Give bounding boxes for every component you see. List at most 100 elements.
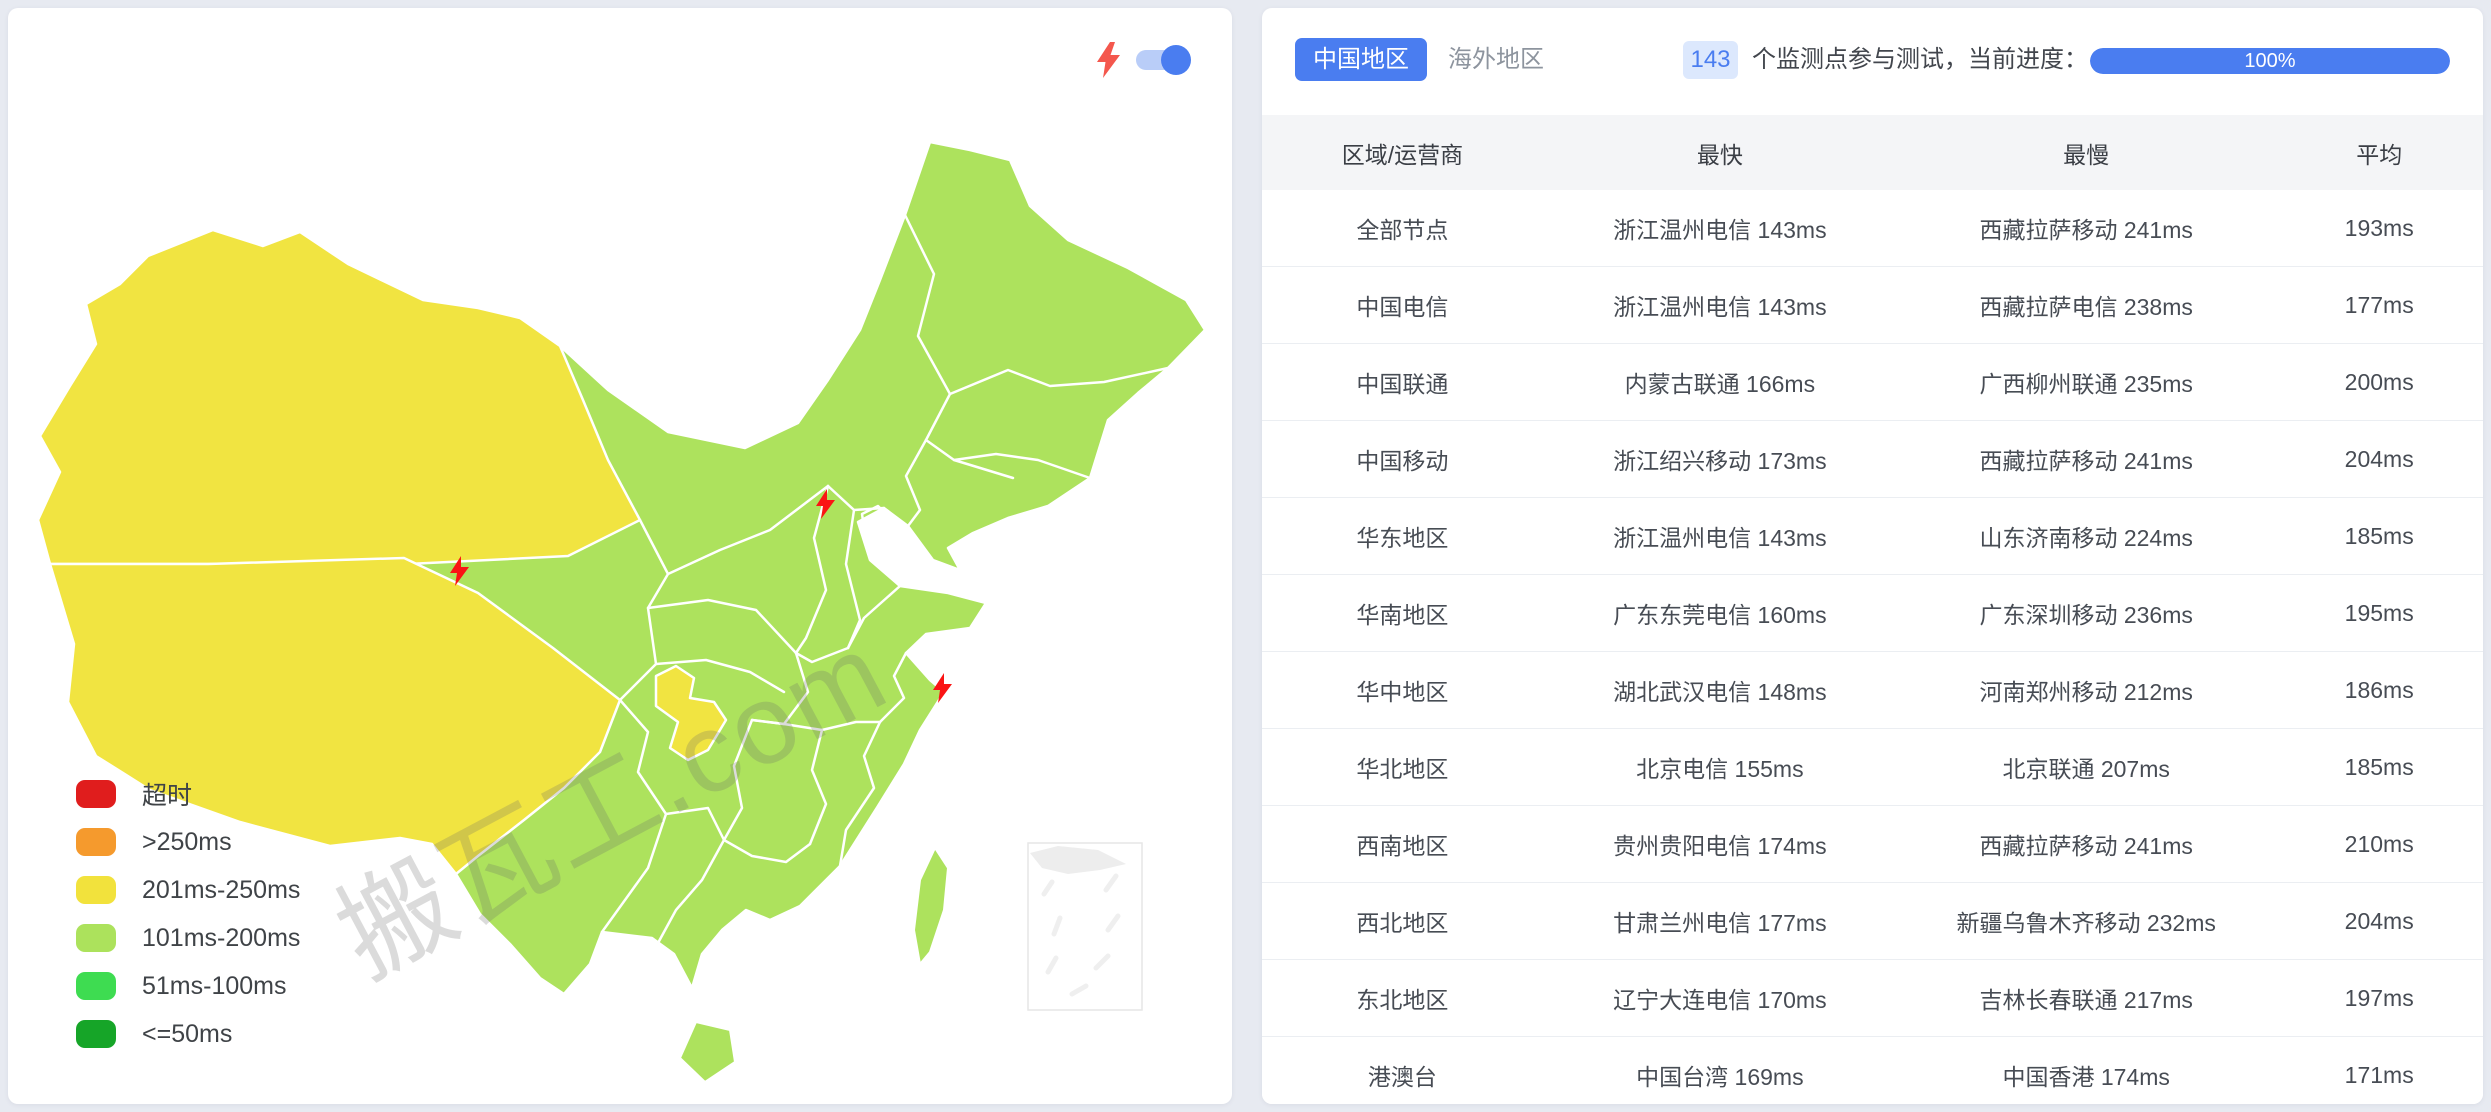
cell-region: 西南地区 xyxy=(1356,833,1449,859)
table-row[interactable]: 华中地区 湖北武汉电信 148ms 河南郑州移动 212ms 186ms xyxy=(1262,652,2483,729)
tab-overseas-region[interactable]: 海外地区 xyxy=(1448,46,1544,73)
map-region-chongqing[interactable] xyxy=(654,664,728,762)
progress-bar-fill: 100% xyxy=(2090,48,2450,74)
map-panel: 搬瓦工.com 超时 >250ms 201ms-250ms xyxy=(8,8,1232,1104)
cell-region: 华北地区 xyxy=(1356,756,1449,782)
legend-color-swatch xyxy=(76,1020,116,1048)
legend-label: 51ms-100ms xyxy=(142,971,287,1000)
legend-color-swatch xyxy=(76,780,116,808)
column-header-average: 平均 xyxy=(2356,141,2403,168)
table-row[interactable]: 中国移动 浙江绍兴移动 173ms 西藏拉萨移动 241ms 204ms xyxy=(1262,421,2483,498)
cell-slowest: 西藏拉萨电信 238ms xyxy=(1979,294,2193,320)
progress-label: 个监测点参与测试，当前进度： xyxy=(1752,46,2088,73)
table-row[interactable]: 中国电信 浙江温州电信 143ms 西藏拉萨电信 238ms 177ms xyxy=(1262,267,2483,344)
latency-legend: 超时 >250ms 201ms-250ms 101ms-200ms 51ms-1… xyxy=(76,770,300,1058)
cell-slowest: 吉林长春联通 217ms xyxy=(1979,987,2193,1013)
map-controls xyxy=(1096,40,1206,80)
cell-average: 210ms xyxy=(2344,830,2414,857)
cell-average: 171ms xyxy=(2344,1061,2414,1088)
toggle-knob xyxy=(1161,45,1191,75)
cell-region: 华中地区 xyxy=(1356,679,1449,705)
map-region-taiwan[interactable] xyxy=(913,847,949,965)
cell-slowest: 山东济南移动 224ms xyxy=(1979,525,2193,551)
table-row[interactable]: 西北地区 甘肃兰州电信 177ms 新疆乌鲁木齐移动 232ms 204ms xyxy=(1262,883,2483,960)
map-region-xinjiang[interactable] xyxy=(36,228,642,566)
cell-slowest: 北京联通 207ms xyxy=(2002,756,2170,782)
cell-fastest: 广东东莞电信 160ms xyxy=(1613,602,1827,628)
cell-fastest: 内蒙古联通 166ms xyxy=(1624,371,1816,397)
cell-fastest: 北京电信 155ms xyxy=(1636,756,1804,782)
legend-label: 201ms-250ms xyxy=(142,875,301,904)
cell-fastest: 浙江绍兴移动 173ms xyxy=(1613,448,1827,474)
legend-row: >250ms xyxy=(76,818,300,866)
cell-region: 西北地区 xyxy=(1356,910,1449,936)
cell-region: 中国电信 xyxy=(1356,294,1449,320)
bolt-markers xyxy=(450,489,952,703)
cell-slowest: 广东深圳移动 236ms xyxy=(1979,602,2193,628)
cell-slowest: 西藏拉萨移动 241ms xyxy=(1979,217,2193,243)
legend-label: 101ms-200ms xyxy=(142,923,301,952)
cell-region: 中国联通 xyxy=(1356,371,1449,397)
map-region-hainan[interactable] xyxy=(679,1021,736,1083)
bolt-overlay-toggle[interactable] xyxy=(1136,45,1191,75)
legend-label: <=50ms xyxy=(142,1019,233,1048)
results-topbar: 中国地区 海外地区 143 个监测点参与测试，当前进度： 100% xyxy=(1262,8,2483,112)
cell-region: 全部节点 xyxy=(1356,217,1449,243)
legend-row: 51ms-100ms xyxy=(76,962,300,1010)
map-region-tibet[interactable] xyxy=(48,556,622,876)
cell-slowest: 新疆乌鲁木齐移动 232ms xyxy=(1956,910,2216,936)
cell-region: 中国移动 xyxy=(1356,448,1449,474)
cell-fastest: 浙江温州电信 143ms xyxy=(1613,217,1827,243)
legend-row: 201ms-250ms xyxy=(76,866,300,914)
bolt-marker-icon xyxy=(450,556,469,586)
cell-fastest: 浙江温州电信 143ms xyxy=(1613,525,1827,551)
legend-label: >250ms xyxy=(142,827,232,856)
bolt-marker-icon xyxy=(933,673,952,703)
cell-average: 186ms xyxy=(2344,676,2414,703)
cell-average: 177ms xyxy=(2344,291,2414,318)
cell-fastest: 辽宁大连电信 170ms xyxy=(1613,987,1827,1013)
table-row[interactable]: 全部节点 浙江温州电信 143ms 西藏拉萨移动 241ms 193ms xyxy=(1262,190,2483,267)
cell-average: 200ms xyxy=(2344,368,2414,395)
table-row[interactable]: 东北地区 辽宁大连电信 170ms 吉林长春联通 217ms 197ms xyxy=(1262,960,2483,1037)
table-row[interactable]: 西南地区 贵州贵阳电信 174ms 西藏拉萨移动 241ms 210ms xyxy=(1262,806,2483,883)
results-panel: 中国地区 海外地区 143 个监测点参与测试，当前进度： 100% 区域/运营商… xyxy=(1262,8,2483,1104)
table-row[interactable]: 华北地区 北京电信 155ms 北京联通 207ms 185ms xyxy=(1262,729,2483,806)
table-row[interactable]: 华东地区 浙江温州电信 143ms 山东济南移动 224ms 185ms xyxy=(1262,498,2483,575)
cell-average: 185ms xyxy=(2344,753,2414,780)
legend-color-swatch xyxy=(76,828,116,856)
legend-row: 101ms-200ms xyxy=(76,914,300,962)
cell-average: 197ms xyxy=(2344,984,2414,1011)
legend-row: 超时 xyxy=(76,770,300,818)
cell-slowest: 西藏拉萨移动 241ms xyxy=(1979,833,2193,859)
cell-average: 204ms xyxy=(2344,907,2414,934)
legend-color-swatch xyxy=(76,972,116,1000)
legend-color-swatch xyxy=(76,876,116,904)
china-latency-map[interactable] xyxy=(8,8,1232,1104)
monitor-count-badge: 143 xyxy=(1683,41,1738,79)
column-header-slowest: 最慢 xyxy=(2063,141,2110,168)
legend-row: <=50ms xyxy=(76,1010,300,1058)
progress-percent: 100% xyxy=(2244,49,2296,72)
cell-slowest: 广西柳州联通 235ms xyxy=(1979,371,2193,397)
province-borders xyxy=(600,213,1170,945)
bolt-marker-icon xyxy=(816,489,835,519)
table-row[interactable]: 港澳台 中国台湾 169ms 中国香港 174ms 171ms xyxy=(1262,1037,2483,1104)
legend-color-swatch xyxy=(76,924,116,952)
column-header-region: 区域/运营商 xyxy=(1341,141,1464,168)
table-row[interactable]: 华南地区 广东东莞电信 160ms 广东深圳移动 236ms 195ms xyxy=(1262,575,2483,652)
column-header-fastest: 最快 xyxy=(1696,141,1743,168)
cell-slowest: 中国香港 174ms xyxy=(2002,1064,2170,1090)
tab-china-region[interactable]: 中国地区 xyxy=(1295,38,1427,81)
table-row[interactable]: 中国联通 内蒙古联通 166ms 广西柳州联通 235ms 200ms xyxy=(1262,344,2483,421)
south-china-sea-inset xyxy=(1027,842,1143,1011)
cell-average: 193ms xyxy=(2344,214,2414,241)
cell-average: 204ms xyxy=(2344,445,2414,472)
progress-bar: 100% xyxy=(2090,48,2450,74)
latency-table: 区域/运营商 最快 最慢 平均 全部节点 浙江温州电信 143ms 西藏拉萨移动… xyxy=(1262,115,2483,1104)
cell-average: 185ms xyxy=(2344,522,2414,549)
cell-fastest: 贵州贵阳电信 174ms xyxy=(1613,833,1827,859)
latency-table-header: 区域/运营商 最快 最慢 平均 xyxy=(1262,115,2483,190)
cell-region: 东北地区 xyxy=(1356,987,1449,1013)
cell-fastest: 浙江温州电信 143ms xyxy=(1613,294,1827,320)
